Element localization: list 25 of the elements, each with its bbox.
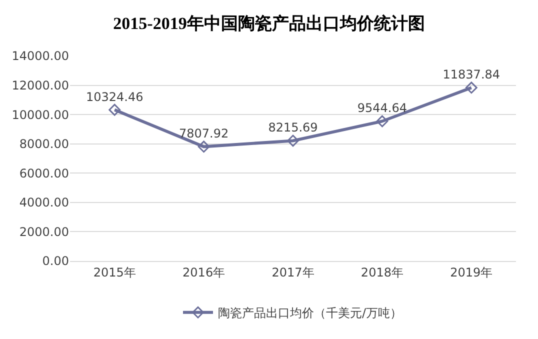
y-tick-label: 4000.00 — [19, 196, 69, 210]
point — [287, 134, 299, 147]
point — [198, 140, 210, 153]
point — [376, 115, 388, 128]
y-tick-label: 0.00 — [42, 254, 69, 268]
y-tick-label: 6000.00 — [19, 166, 69, 180]
x-tick-label: 2016年 — [182, 265, 226, 280]
point — [108, 104, 121, 116]
x-tick-label: 2015年 — [93, 265, 136, 280]
data-label: 11837.84 — [442, 68, 500, 82]
x-tick-label: 2019年 — [450, 265, 493, 280]
data-label: 8215.69 — [268, 120, 318, 135]
point — [465, 82, 478, 94]
x-tick-label: 2017年 — [272, 265, 314, 280]
x-tick-label: 2018年 — [360, 265, 404, 280]
chart-title: 2015-2019年中国陶瓷产品出口均价统计图 — [113, 14, 425, 33]
y-tick-label: 14000.00 — [12, 49, 69, 64]
data-label: 10324.46 — [86, 90, 144, 104]
y-tick-label: 8000.00 — [19, 137, 69, 152]
legend-label: 陶瓷产品出口均价（千美元/万吨） — [218, 306, 402, 320]
data-label: 9544.64 — [357, 101, 408, 116]
y-tick-label: 10000.00 — [12, 108, 69, 122]
y-tick-label: 2000.00 — [19, 224, 69, 239]
y-tick-label: 12000.00 — [12, 78, 69, 92]
data-label: 7807.92 — [178, 126, 229, 141]
